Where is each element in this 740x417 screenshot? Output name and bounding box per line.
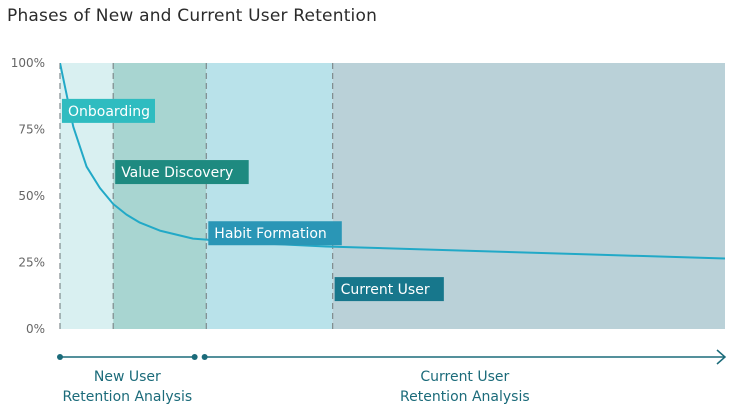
phase-label-box-0	[62, 98, 155, 123]
phase-label-3: Current User	[341, 282, 430, 298]
range-label-0-line-0: New User	[94, 369, 161, 385]
phase-label-2: Habit Formation	[214, 226, 326, 242]
y-tick-label: 75%	[18, 123, 45, 137]
phase-label-box-3	[334, 277, 444, 302]
phase-label-0: Onboarding	[68, 104, 150, 120]
range-start-dot-0	[57, 354, 63, 360]
y-tick-label: 25%	[18, 256, 45, 270]
range-start-dot-1	[201, 354, 208, 360]
range-end-dot-0	[191, 354, 198, 360]
range-label-1-line-1: Retention Analysis	[400, 389, 530, 405]
phase-label-1: Value Discovery	[121, 165, 233, 181]
phase-label-box-1	[115, 160, 249, 185]
y-tick-label: 0%	[26, 322, 45, 336]
y-tick-label: 50%	[18, 189, 45, 203]
retention-line	[60, 63, 725, 260]
phase-label-box-2	[208, 221, 342, 246]
range-label-0-line-1: Retention Analysis	[63, 389, 193, 405]
y-tick-label: 100%	[11, 56, 45, 70]
phase-band-2	[206, 63, 333, 329]
range-arrow-icon	[716, 349, 727, 365]
range-label-1-line-0: Current User	[420, 369, 509, 385]
chart-title: Phases of New and Current User Retention	[7, 6, 378, 26]
